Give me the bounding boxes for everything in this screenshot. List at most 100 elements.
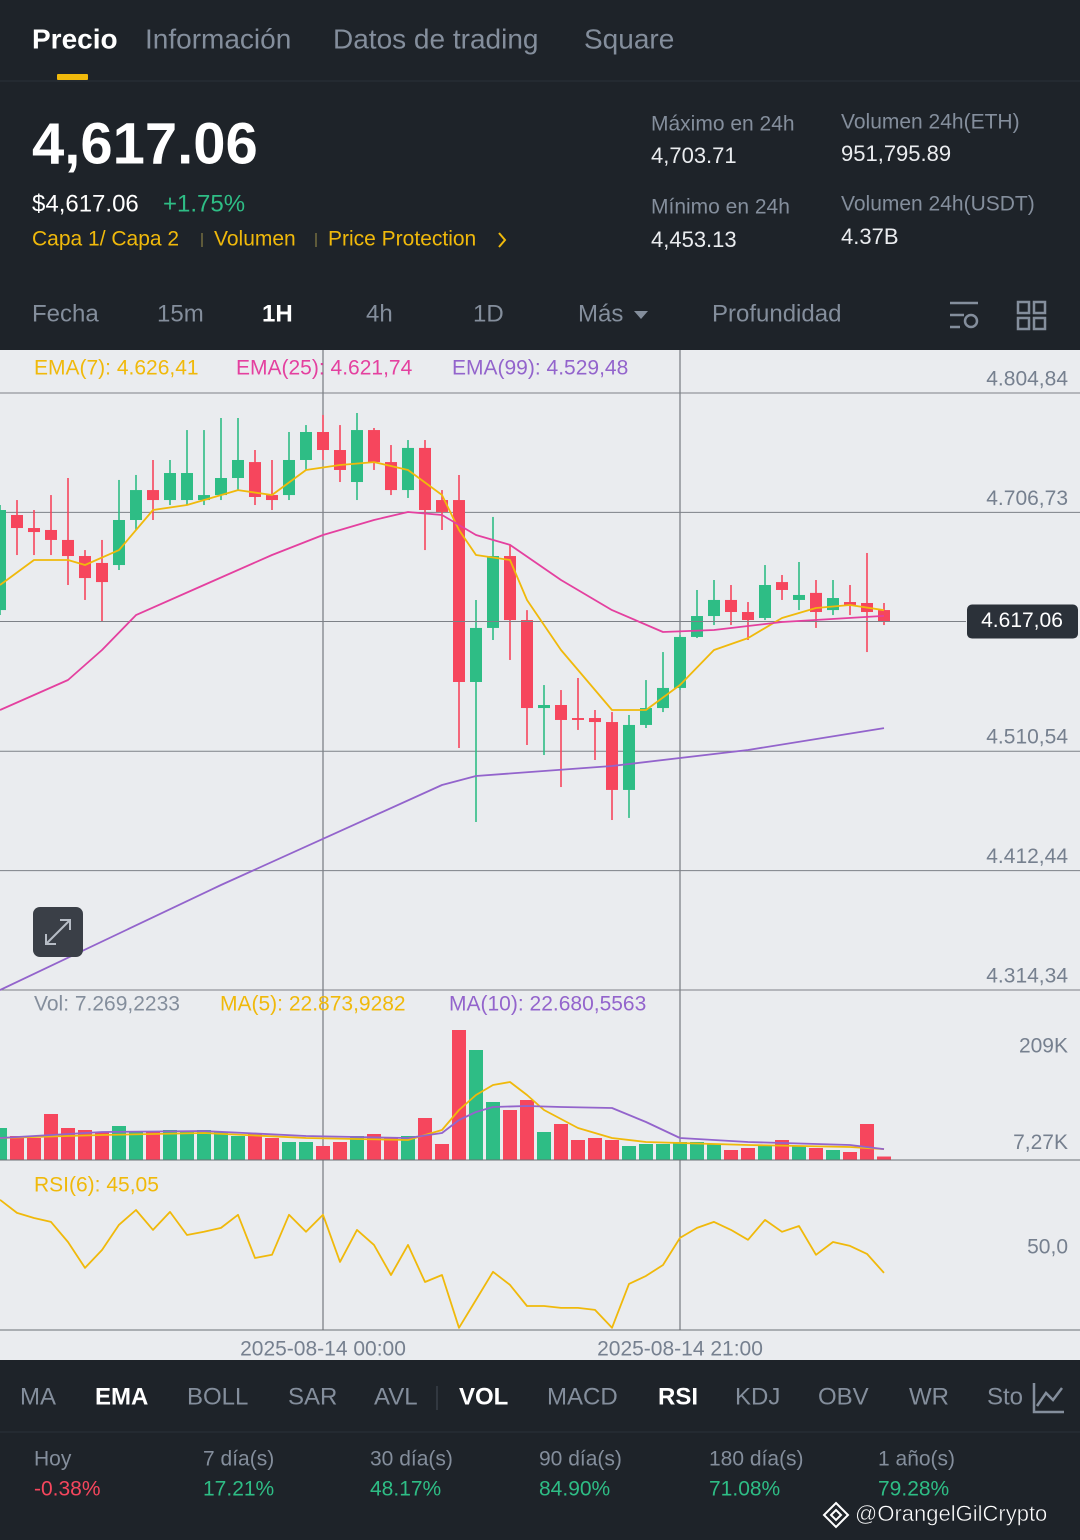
indicator-line (0, 511, 885, 711)
indicator[interactable]: MA (20, 1383, 56, 1410)
indicator[interactable]: WR (909, 1383, 949, 1410)
period-label: 180 día(s) (709, 1448, 804, 1471)
candle-body (419, 447, 431, 511)
volume-bar (316, 1146, 330, 1160)
tab[interactable]: Square (584, 23, 674, 54)
tag-link[interactable]: Capa 1/ Capa 2 (32, 228, 179, 251)
candle-body (402, 447, 414, 491)
tab[interactable]: Datos de trading (333, 23, 538, 54)
tab[interactable]: Información (145, 23, 291, 54)
volume-bar (486, 1102, 500, 1160)
interval[interactable]: 1D (473, 300, 504, 327)
volume-bar (418, 1118, 432, 1160)
interval[interactable]: Fecha (32, 300, 99, 327)
volume-bar (333, 1142, 347, 1160)
candle-body (776, 582, 788, 590)
volume-bar (520, 1100, 534, 1160)
layout-icon[interactable] (1016, 300, 1047, 331)
x-tick-label: 2025-08-14 21:00 (597, 1338, 763, 1361)
stat-label: Máximo en 24h (651, 113, 795, 136)
candle-body (538, 704, 550, 709)
candle-body (317, 431, 329, 451)
stat-label: Volumen 24h(USDT) (841, 193, 1035, 216)
tab[interactable]: Precio (32, 23, 118, 54)
candle-body (436, 500, 448, 512)
candle-body (470, 627, 482, 682)
volume-bar (690, 1142, 704, 1160)
candle-body (878, 610, 890, 622)
legend-entry: Vol: 7.269,2233 (34, 993, 180, 1016)
volume-bar (61, 1128, 75, 1160)
volume-bar (435, 1144, 449, 1160)
legend-entry: MA(5): 22.873,9282 (220, 993, 406, 1016)
tag-link[interactable]: Volumen (214, 228, 296, 251)
candle-body (198, 495, 210, 501)
candle-body (708, 599, 720, 617)
candle-body (45, 529, 57, 540)
candle-body (334, 450, 346, 470)
price-usd: $4,617.06 (32, 190, 139, 217)
price-change: +1.75% (163, 190, 245, 217)
indicator[interactable]: Sto (987, 1383, 1023, 1410)
period-label: 1 año(s) (878, 1448, 955, 1471)
interval[interactable]: 4h (366, 300, 393, 327)
volume-bar (180, 1132, 194, 1160)
indicator[interactable]: RSI (658, 1383, 698, 1410)
volume-bar (588, 1138, 602, 1160)
volume-bar (826, 1150, 840, 1160)
performance-bg (0, 1432, 1080, 1540)
period-change: 84.90% (539, 1478, 610, 1501)
indicator-line (0, 1199, 885, 1329)
stat-value: 4.37B (841, 224, 899, 249)
candle-body (79, 556, 91, 579)
period-change: -0.38% (34, 1478, 101, 1501)
volume-bar (605, 1140, 619, 1160)
volume-bar (129, 1132, 143, 1160)
candle-body (725, 599, 737, 613)
volume-bar (27, 1138, 41, 1160)
indicator[interactable]: VOL (459, 1383, 508, 1410)
candle-body (249, 462, 261, 497)
period-label: Hoy (34, 1448, 72, 1471)
candle-body (504, 556, 516, 621)
indicator[interactable]: BOLL (187, 1383, 248, 1410)
volume-bar (503, 1110, 517, 1160)
interval[interactable]: Más (578, 300, 623, 327)
volume-bar (656, 1144, 670, 1160)
indicator-line (0, 461, 885, 711)
candle-body (232, 459, 244, 479)
volume-bar (163, 1130, 177, 1160)
candle-body (589, 718, 601, 723)
candle-body (385, 462, 397, 491)
candle-body (793, 594, 805, 600)
volume-bar (0, 1128, 7, 1160)
legend-entry: RSI(6): 45,05 (34, 1174, 159, 1197)
settings-icon[interactable] (950, 301, 979, 329)
indicator[interactable]: OBV (818, 1383, 869, 1410)
indicator[interactable]: MACD (547, 1383, 618, 1410)
last-price: 4,617.06 (32, 111, 258, 176)
tag-link[interactable]: Price Protection (328, 228, 476, 251)
indicator[interactable]: KDJ (735, 1383, 780, 1410)
candle-body (181, 473, 193, 501)
indicator[interactable]: SAR (288, 1383, 337, 1410)
volume-bar (707, 1144, 721, 1160)
period-label: 90 día(s) (539, 1448, 622, 1471)
candle-body (215, 478, 227, 496)
candle-body (0, 510, 6, 611)
stat-value: 4,703.71 (651, 143, 737, 168)
interval[interactable]: 1H (262, 300, 293, 327)
indicator[interactable]: AVL (374, 1383, 418, 1410)
volume-bar (843, 1152, 857, 1160)
volume-bar (299, 1142, 313, 1160)
chevron-icon (498, 232, 507, 248)
volume-bar (384, 1138, 398, 1160)
volume-bar (622, 1146, 636, 1160)
indicator[interactable]: EMA (95, 1383, 148, 1410)
candle-body (96, 562, 108, 583)
interval[interactable]: Profundidad (712, 300, 841, 327)
chart-settings-icon[interactable] (1032, 1383, 1064, 1414)
interval[interactable]: 15m (157, 300, 204, 327)
